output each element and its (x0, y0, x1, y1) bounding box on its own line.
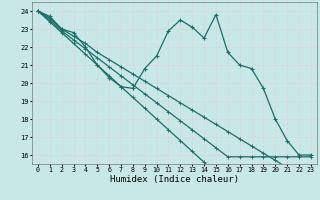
X-axis label: Humidex (Indice chaleur): Humidex (Indice chaleur) (110, 175, 239, 184)
